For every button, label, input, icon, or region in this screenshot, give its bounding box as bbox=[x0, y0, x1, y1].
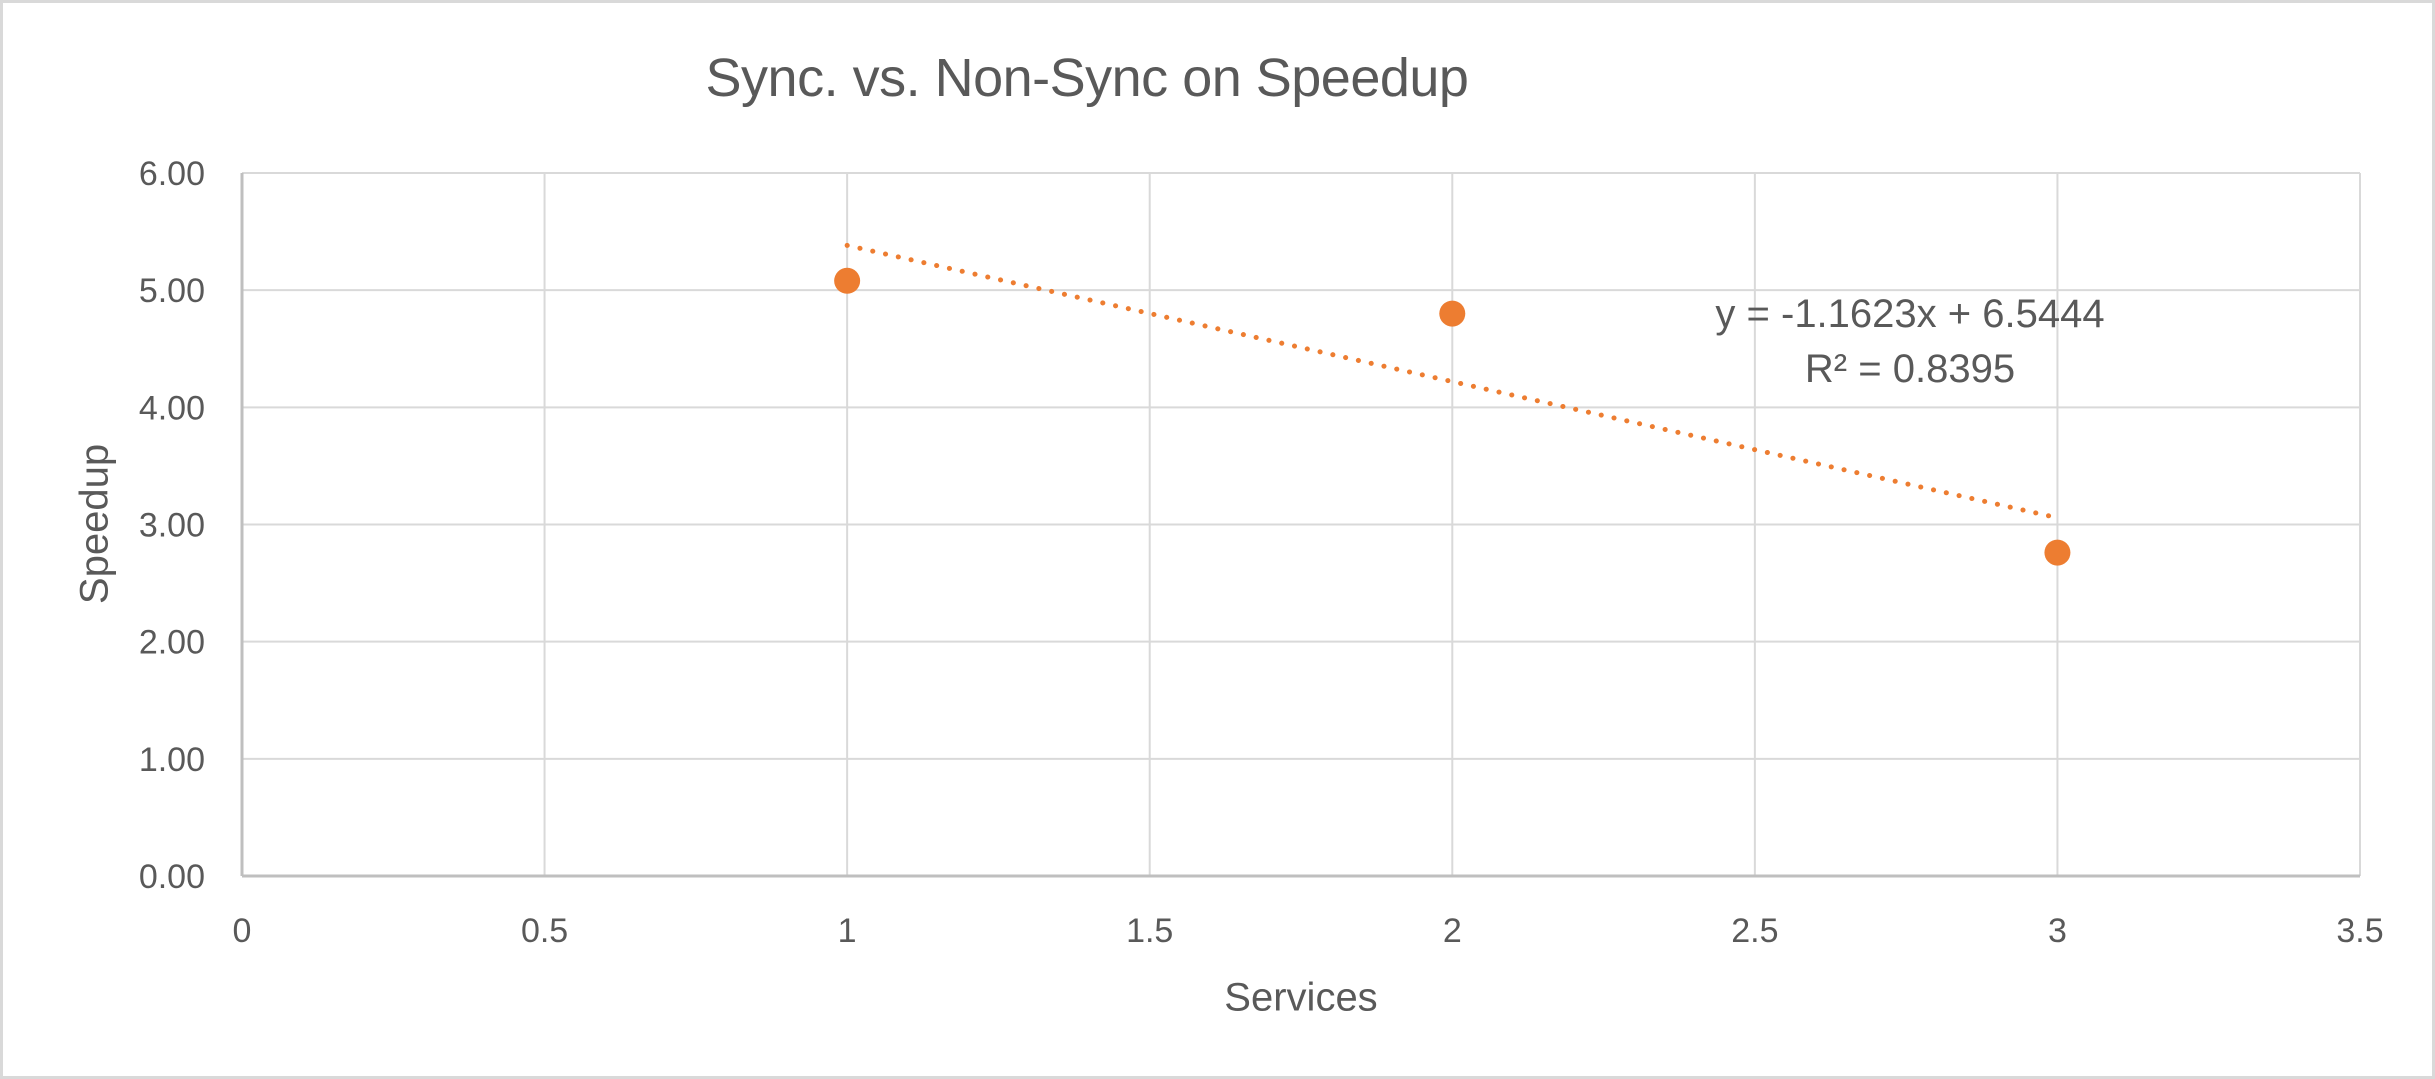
data-point bbox=[1439, 300, 1466, 327]
x-tick-label: 3 bbox=[2048, 912, 2067, 950]
y-tick-label: 3.00 bbox=[139, 507, 205, 545]
trendline bbox=[844, 242, 2060, 521]
x-tick-label: 0 bbox=[233, 912, 252, 950]
data-point bbox=[834, 267, 861, 294]
x-axis-title: Services bbox=[1224, 975, 1378, 1020]
y-tick-label: 4.00 bbox=[139, 389, 205, 427]
y-tick-label: 6.00 bbox=[139, 155, 205, 193]
trendline-r-squared: R² = 0.8395 bbox=[1804, 347, 2016, 391]
x-tick-label: 1 bbox=[838, 912, 857, 950]
chart-title: Sync. vs. Non-Sync on Speedup bbox=[705, 48, 1469, 108]
y-tick-label: 5.00 bbox=[139, 272, 205, 310]
x-tick-label: 2.5 bbox=[1731, 912, 1778, 950]
plot-area: 0.00 1.00 2.00 3.00 4.00 5.00 6.00 0 0.5 1 1.5 2 2.5… bbox=[139, 155, 2384, 950]
x-tick-label: 1.5 bbox=[1126, 912, 1173, 950]
y-tick-label: 0.00 bbox=[139, 858, 205, 896]
trendline-equation: y = -1.1623x + 6.5444 bbox=[1715, 292, 2105, 336]
trendline-label: y = -1.1623x + 6.5444 R² = 0.8395 bbox=[1715, 287, 2104, 397]
x-tick-label: 0.5 bbox=[521, 912, 568, 950]
x-tick-label: 3.5 bbox=[2336, 912, 2383, 950]
data-point bbox=[2044, 539, 2071, 566]
y-tick-label: 1.00 bbox=[139, 741, 205, 779]
y-tick-label: 2.00 bbox=[139, 624, 205, 662]
y-axis-title: Speedup bbox=[72, 443, 117, 605]
x-tick-label: 2 bbox=[1443, 912, 1462, 950]
